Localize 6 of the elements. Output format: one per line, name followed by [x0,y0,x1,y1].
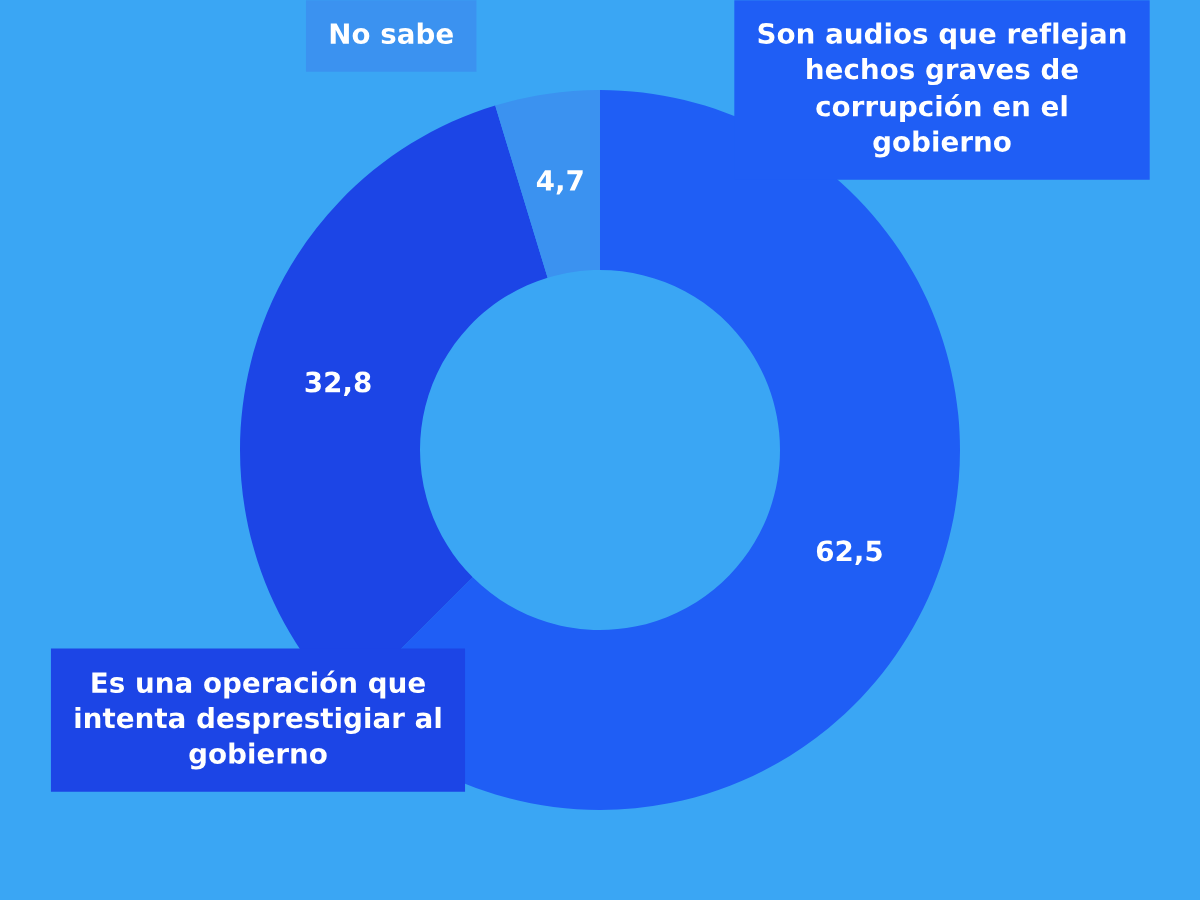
data-label: 32,8 [305,371,371,397]
slice-label: Son audios que reflejan hechos graves de corrupción en el gobierno [758,22,1126,158]
data-label: 4,7 [536,170,583,195]
data-label: 62,5 [816,540,882,565]
slice-label: Es una operación que intenta desprestigiar al gobierno [75,670,441,770]
slice-label: No sabe [330,22,453,45]
